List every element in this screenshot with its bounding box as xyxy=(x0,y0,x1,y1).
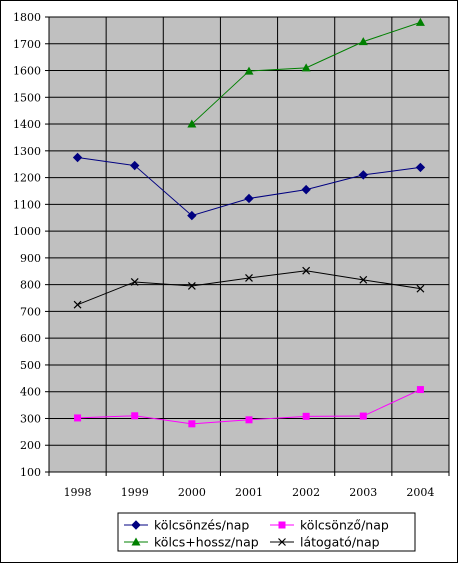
legend-item: kölcsönző/nap xyxy=(270,518,389,533)
y-tick-label: 200 xyxy=(20,439,41,452)
square-marker xyxy=(188,420,196,428)
x-tick-label: 2002 xyxy=(292,486,320,499)
legend-label: kölcs+hossz/nap xyxy=(154,535,259,550)
y-tick-label: 600 xyxy=(20,332,41,345)
x-marker xyxy=(245,274,253,282)
y-tick-label: 1400 xyxy=(13,118,41,131)
series-group xyxy=(72,17,426,428)
plot-area xyxy=(48,16,450,473)
triangle-marker xyxy=(244,66,254,75)
y-tick-label: 1800 xyxy=(13,11,41,24)
series-2 xyxy=(74,386,424,428)
square-marker xyxy=(245,416,253,424)
triangle-marker xyxy=(301,63,311,72)
y-tick-label: 900 xyxy=(20,252,41,265)
diamond-marker xyxy=(301,184,311,195)
x-tick-label: 2004 xyxy=(406,486,434,499)
legend-item: kölcsönzés/nap xyxy=(124,518,249,533)
square-marker xyxy=(278,521,286,529)
x-tick-label: 2001 xyxy=(235,486,263,499)
y-tick-label: 500 xyxy=(20,359,41,372)
y-tick-label: 1600 xyxy=(13,65,41,78)
diamond-marker xyxy=(358,170,368,180)
x-marker xyxy=(416,284,425,293)
diamond-marker xyxy=(187,210,197,221)
diamond-marker xyxy=(244,193,254,204)
triangle-marker xyxy=(358,37,368,46)
x-tick-label: 1998 xyxy=(64,486,92,499)
x-tick-label: 2003 xyxy=(349,486,377,499)
y-tick-label: 300 xyxy=(20,412,41,425)
plot-background xyxy=(49,17,449,472)
legend-item: látogató/nap xyxy=(270,535,380,550)
legend-label: kölcsönző/nap xyxy=(300,518,389,533)
y-tick-label: 1000 xyxy=(13,225,41,238)
series-3 xyxy=(187,17,425,128)
x-tick-label: 2000 xyxy=(178,486,206,499)
legend-label: látogató/nap xyxy=(300,535,380,550)
legend-item: kölcs+hossz/nap xyxy=(124,535,259,550)
triangle-marker xyxy=(187,119,197,128)
square-marker xyxy=(302,412,310,420)
y-tick-label: 700 xyxy=(20,305,41,318)
y-tick-label: 1500 xyxy=(13,91,41,104)
x-marker xyxy=(73,300,82,309)
x-marker xyxy=(130,278,139,286)
x-tick-label: 1999 xyxy=(121,486,149,499)
series-1 xyxy=(72,152,426,221)
legend: kölcsönzés/nap kölcsönző/nap kölcs+hossz/n… xyxy=(117,512,416,552)
square-marker xyxy=(416,386,424,394)
diamond-marker xyxy=(72,152,83,163)
y-tick-label: 1700 xyxy=(13,38,41,51)
y-tick-label: 1200 xyxy=(13,172,41,185)
y-tick-label: 100 xyxy=(20,466,41,479)
axes: 100 200 300 400 500 600 700 800 900 1000 1100 1200 1… xyxy=(13,11,450,499)
diamond-marker xyxy=(130,160,140,171)
legend-label: kölcsönzés/nap xyxy=(154,518,249,533)
diamond-marker xyxy=(131,520,141,530)
y-tick-label: 400 xyxy=(20,386,41,399)
y-tick-label: 800 xyxy=(20,279,41,292)
x-marker xyxy=(278,538,286,546)
legend-box xyxy=(117,512,416,552)
plot-border xyxy=(48,16,450,473)
square-marker xyxy=(359,412,367,420)
triangle-marker xyxy=(131,537,141,546)
diamond-marker xyxy=(415,162,426,173)
square-marker xyxy=(74,414,82,422)
y-tick-label: 1300 xyxy=(13,145,41,158)
x-marker xyxy=(359,275,368,284)
x-marker xyxy=(302,266,311,275)
x-marker xyxy=(187,282,196,290)
square-marker xyxy=(131,412,139,420)
series-4 xyxy=(73,266,425,309)
y-tick-label: 1100 xyxy=(13,198,41,211)
triangle-marker xyxy=(415,17,425,26)
